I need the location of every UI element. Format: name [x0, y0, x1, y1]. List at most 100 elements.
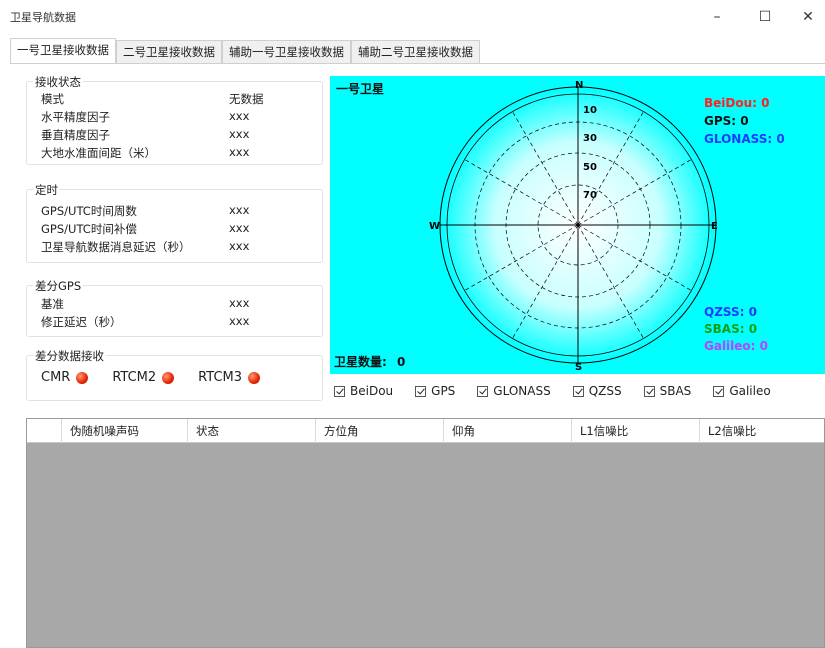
tab-divider	[10, 63, 825, 64]
elevation-30-label: 30	[583, 133, 597, 144]
filter-glonass[interactable]: GLONASS	[477, 384, 551, 398]
legend-glonass-name: GLONASS:	[704, 132, 773, 146]
tab-aux-satellite-2[interactable]: 辅助二号卫星接收数据	[351, 40, 480, 63]
azimuth-spoke	[577, 224, 644, 339]
legend-sbas: SBAS: 0	[704, 322, 757, 336]
legend-glonass-value: 0	[776, 132, 785, 146]
checkbox-checked-icon[interactable]	[334, 385, 345, 397]
legend-sbas-name: SBAS:	[704, 322, 745, 336]
rtcm2-led-icon	[162, 371, 175, 384]
south-label: S	[575, 362, 582, 373]
filter-gps[interactable]: GPS	[415, 384, 455, 398]
rtcm3-indicator: RTCM3	[198, 370, 261, 385]
sky-plot: N S E W 10 30 50 70 一号卫星 卫星数量: 0 BeiDou:…	[330, 76, 825, 374]
sky-plot-canvas: N S E W 10 30 50 70	[429, 80, 718, 373]
legend-qzss-value: 0	[748, 305, 757, 319]
legend-gps-value: 0	[740, 114, 749, 128]
elevation-10-label: 10	[583, 105, 597, 116]
close-button[interactable]: ✕	[802, 9, 814, 25]
gps-utc-offset-value: xxx	[229, 221, 250, 235]
azimuth-spoke	[577, 224, 692, 291]
hdop-label: 水平精度因子	[41, 110, 110, 124]
legend-qzss: QZSS: 0	[704, 305, 757, 319]
group-title: 差分GPS	[33, 278, 84, 294]
cmr-led-icon	[76, 371, 89, 384]
minimize-button[interactable]: –	[713, 9, 721, 25]
filter-qzss[interactable]: QZSS	[572, 384, 622, 398]
legend-galileo-value: 0	[759, 339, 769, 353]
vdop-label: 垂直精度因子	[41, 128, 110, 142]
tab-strip: 一号卫星接收数据 二号卫星接收数据 辅助一号卫星接收数据 辅助二号卫星接收数据	[10, 38, 480, 64]
dgps-group: 差分GPS 基准 xxx 修正延迟（秒） xxx	[26, 278, 323, 337]
window-title: 卫星导航数据	[10, 11, 76, 24]
message-delay-label: 卫星导航数据消息延迟（秒）	[41, 240, 191, 254]
filter-galileo-label: Galileo	[729, 384, 771, 398]
vdop-value: xxx	[229, 127, 250, 141]
column-header-prn[interactable]: 伪随机噪声码	[61, 419, 187, 443]
filter-gps-label: GPS	[431, 384, 456, 398]
mode-value: 无数据	[229, 92, 264, 106]
azimuth-spoke	[464, 159, 579, 226]
timing-group: 定时 GPS/UTC时间周数 xxx GPS/UTC时间补偿 xxx 卫星导航数…	[26, 182, 323, 263]
reference-value: xxx	[229, 296, 250, 310]
checkbox-checked-icon[interactable]	[415, 385, 427, 397]
column-header-status[interactable]: 状态	[187, 419, 315, 443]
tab-aux-satellite-1[interactable]: 辅助一号卫星接收数据	[222, 40, 351, 63]
legend-sbas-value: 0	[748, 322, 758, 336]
legend-beidou-name: BeiDou:	[704, 96, 757, 110]
checkbox-checked-icon[interactable]	[477, 385, 489, 397]
mode-label: 模式	[41, 92, 64, 106]
tab-satellite-2[interactable]: 二号卫星接收数据	[116, 40, 222, 63]
north-label: N	[575, 80, 583, 91]
filter-galileo[interactable]: Galileo	[713, 384, 771, 398]
legend-gps-name: GPS:	[704, 114, 737, 128]
maximize-button[interactable]: ☐	[758, 9, 772, 25]
rtcm3-led-icon	[248, 371, 261, 384]
legend-galileo-name: Galileo:	[704, 339, 756, 353]
column-header-l2-snr[interactable]: L2信噪比	[699, 419, 825, 443]
led-row: CMR RTCM2 RTCM3	[41, 370, 280, 385]
filter-beidou[interactable]: BeiDou	[334, 384, 393, 398]
checkbox-checked-icon[interactable]	[643, 385, 655, 397]
gps-utc-offset-label: GPS/UTC时间补偿	[41, 222, 137, 236]
rtcm2-label: RTCM2	[112, 370, 157, 385]
rtcm2-indicator: RTCM2	[112, 370, 175, 385]
checkbox-checked-icon[interactable]	[572, 385, 584, 397]
gps-utc-week-value: xxx	[229, 203, 250, 217]
legend-beidou: BeiDou: 0	[704, 96, 770, 110]
azimuth-spoke	[464, 224, 579, 291]
azimuth-spoke	[577, 111, 644, 226]
legend-qzss-name: QZSS:	[704, 305, 745, 319]
column-header-l1-snr[interactable]: L1信噪比	[571, 419, 699, 443]
tab-satellite-1[interactable]: 一号卫星接收数据	[10, 38, 116, 63]
constellation-filters: BeiDou GPS GLONASS QZSS SBAS Galileo	[334, 384, 771, 398]
satellite-count-value: 0	[397, 355, 406, 369]
filter-sbas-label: SBAS	[659, 384, 692, 398]
satellite-table[interactable]: 伪随机噪声码 状态 方位角 仰角 L1信噪比 L2信噪比	[26, 418, 825, 648]
elevation-70-label: 70	[583, 190, 597, 201]
west-label: W	[429, 221, 440, 232]
column-header-elevation[interactable]: 仰角	[443, 419, 571, 443]
correction-delay-value: xxx	[229, 314, 250, 328]
cmr-indicator: CMR	[41, 370, 89, 385]
azimuth-spoke	[512, 224, 579, 339]
legend-glonass: GLONASS: 0	[704, 132, 785, 146]
filter-sbas[interactable]: SBAS	[643, 384, 692, 398]
hdop-value: xxx	[229, 109, 250, 123]
message-delay-value: xxx	[229, 239, 250, 253]
sky-plot-title: 一号卫星	[336, 82, 385, 96]
cmr-label: CMR	[41, 370, 71, 385]
group-title: 接收状态	[33, 74, 83, 90]
azimuth-spokes	[464, 111, 692, 339]
reference-label: 基准	[41, 297, 64, 311]
group-title: 定时	[33, 182, 60, 198]
title-bar: 卫星导航数据 – ☐ ✕	[0, 0, 825, 34]
rtcm3-label: RTCM3	[198, 370, 243, 385]
column-header-azimuth[interactable]: 方位角	[315, 419, 443, 443]
checkbox-checked-icon[interactable]	[713, 385, 725, 397]
elevation-50-label: 50	[583, 162, 597, 173]
geoid-separation-label: 大地水准面间距（米）	[41, 146, 156, 160]
azimuth-spoke	[512, 111, 579, 226]
legend-gps: GPS: 0	[704, 114, 749, 128]
satellite-count-label: 卫星数量:	[334, 355, 387, 369]
